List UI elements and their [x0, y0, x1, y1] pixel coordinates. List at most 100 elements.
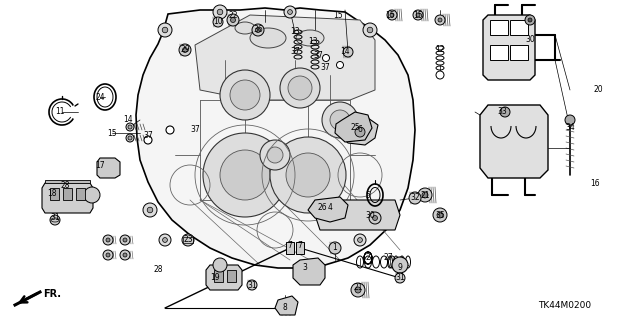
Circle shape [103, 235, 113, 245]
Text: 18: 18 [47, 189, 57, 197]
Circle shape [354, 234, 366, 246]
Polygon shape [308, 197, 348, 222]
Circle shape [159, 234, 171, 246]
Bar [510, 45, 528, 60]
Text: 37: 37 [320, 63, 330, 72]
Text: 37: 37 [290, 48, 300, 56]
Circle shape [106, 253, 110, 257]
Text: 15: 15 [333, 11, 343, 19]
Circle shape [280, 68, 320, 108]
Circle shape [358, 238, 362, 242]
Circle shape [120, 235, 130, 245]
Circle shape [230, 18, 236, 23]
Text: 13: 13 [308, 38, 318, 47]
Ellipse shape [126, 123, 134, 131]
Polygon shape [293, 258, 325, 285]
Circle shape [166, 126, 174, 134]
Text: 21: 21 [420, 190, 429, 199]
Text: 12: 12 [435, 46, 445, 55]
Ellipse shape [128, 125, 132, 129]
Text: 19: 19 [210, 272, 220, 281]
Text: 33: 33 [497, 108, 507, 116]
Polygon shape [195, 15, 375, 100]
Circle shape [323, 55, 330, 62]
Circle shape [363, 23, 377, 37]
Text: 29: 29 [180, 46, 190, 55]
Text: 10: 10 [213, 18, 223, 26]
Polygon shape [335, 112, 372, 142]
Bar [296, 242, 304, 254]
Text: 13: 13 [290, 27, 300, 36]
Bar [214, 270, 223, 282]
Circle shape [213, 258, 227, 272]
Circle shape [387, 10, 397, 20]
Polygon shape [480, 105, 548, 178]
Circle shape [220, 70, 270, 120]
Text: 30: 30 [525, 35, 535, 44]
Bar [490, 45, 508, 60]
Text: 35: 35 [435, 211, 445, 219]
Circle shape [390, 13, 394, 17]
Circle shape [288, 76, 312, 100]
Circle shape [252, 24, 264, 36]
Text: 8: 8 [283, 303, 287, 313]
Text: 21: 21 [353, 284, 363, 293]
Circle shape [528, 18, 532, 22]
Polygon shape [42, 183, 93, 213]
Ellipse shape [235, 22, 255, 34]
Text: 1: 1 [333, 243, 337, 253]
Text: 24: 24 [95, 93, 105, 101]
Text: 2: 2 [365, 254, 371, 263]
Circle shape [436, 71, 444, 79]
Circle shape [337, 62, 344, 69]
Circle shape [413, 10, 423, 20]
Circle shape [377, 207, 383, 213]
Text: 28: 28 [60, 181, 70, 189]
Text: 32: 32 [410, 194, 420, 203]
Circle shape [144, 136, 152, 144]
Circle shape [369, 212, 381, 224]
Polygon shape [483, 15, 535, 80]
Text: 5: 5 [365, 190, 371, 199]
Circle shape [287, 10, 292, 14]
Circle shape [373, 203, 387, 217]
Text: 16: 16 [590, 179, 600, 188]
Circle shape [213, 17, 223, 27]
Circle shape [247, 280, 257, 290]
Circle shape [158, 23, 172, 37]
Circle shape [147, 207, 153, 213]
Text: 27: 27 [383, 254, 393, 263]
Text: 36: 36 [253, 26, 263, 34]
Bar [63, 188, 72, 200]
Circle shape [120, 250, 130, 260]
Circle shape [435, 15, 445, 25]
Circle shape [418, 188, 432, 202]
Text: 11: 11 [55, 108, 65, 116]
Circle shape [343, 47, 353, 57]
Text: 26: 26 [317, 203, 327, 211]
Polygon shape [340, 118, 378, 145]
Circle shape [351, 283, 365, 297]
Bar [510, 20, 528, 35]
Circle shape [322, 102, 358, 138]
Bar [490, 20, 508, 35]
Circle shape [329, 242, 341, 254]
Circle shape [182, 48, 188, 53]
Text: TK44M0200: TK44M0200 [538, 300, 591, 309]
Text: 30: 30 [365, 211, 375, 219]
Text: 6: 6 [358, 125, 362, 135]
Circle shape [220, 150, 270, 200]
Text: 25: 25 [350, 123, 360, 132]
Text: 20: 20 [593, 85, 603, 94]
Text: 7: 7 [287, 241, 292, 249]
Ellipse shape [250, 28, 286, 48]
Circle shape [230, 80, 260, 110]
Bar [227, 270, 236, 282]
Circle shape [84, 187, 100, 203]
Circle shape [267, 147, 283, 163]
Circle shape [409, 192, 421, 204]
Circle shape [355, 127, 365, 137]
Circle shape [284, 6, 296, 18]
Circle shape [438, 18, 442, 22]
Text: 31: 31 [395, 273, 405, 283]
